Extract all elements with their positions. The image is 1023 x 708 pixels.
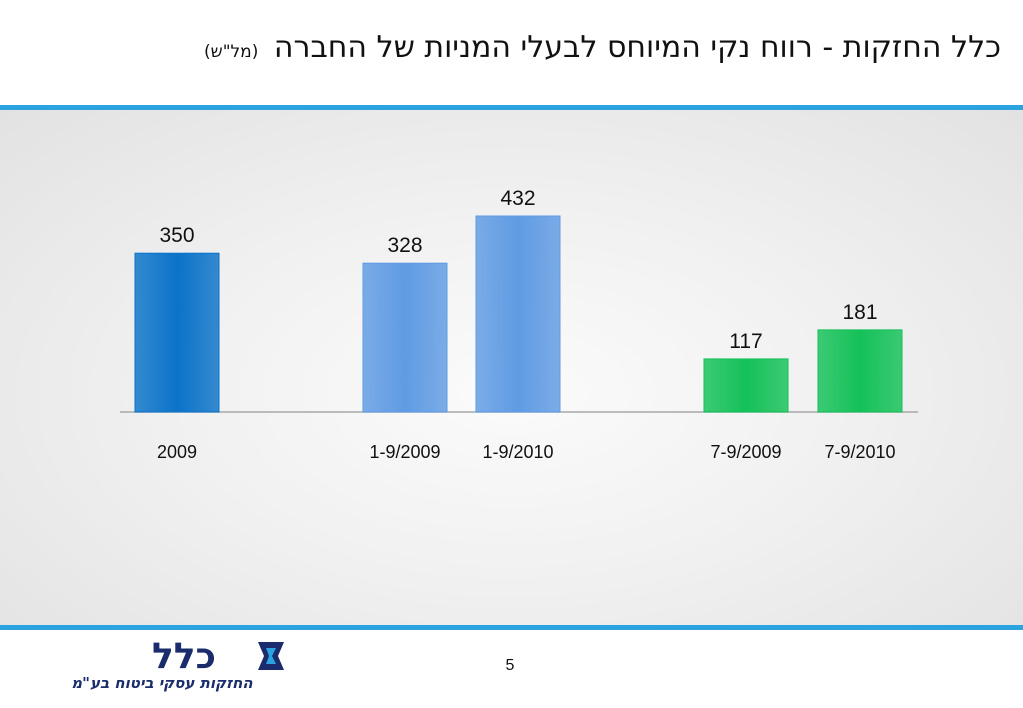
top-accent-rule [0, 105, 1023, 110]
category-label: 1-9/2010 [482, 442, 553, 462]
bar-1-9/2010 [475, 215, 561, 413]
page-title: כלל החזקות - רווח נקי המיוחס לבעלי המניו… [20, 28, 1001, 72]
data-label: 181 [842, 301, 877, 324]
page-number: 5 [505, 657, 515, 674]
category-label: 1-9/2009 [369, 442, 440, 462]
data-label: 350 [159, 224, 194, 247]
title-unit: (מל"ש) [204, 42, 259, 62]
bar-7-9/2010 [817, 329, 903, 413]
category-label: 2009 [157, 442, 197, 462]
data-label: 117 [729, 330, 762, 353]
bottom-accent-rule [0, 625, 1023, 630]
logo-wordmark: כלל [152, 636, 216, 677]
logo-emblem-icon [258, 642, 284, 670]
data-label: 432 [500, 187, 535, 210]
bar-2009 [134, 252, 220, 413]
category-label: 7-9/2010 [824, 442, 895, 462]
logo-tagline: החזקות עסקי ביטוח בע"מ [71, 674, 252, 692]
title-text: כלל החזקות - רווח נקי המיוחס לבעלי המניו… [273, 30, 1001, 65]
bar-7-9/2009 [703, 358, 789, 413]
company-logo: כלל החזקות עסקי ביטוח בע"מ [71, 636, 284, 692]
category-label: 7-9/2009 [710, 442, 781, 462]
bar-1-9/2009 [362, 262, 448, 413]
data-label: 328 [387, 234, 422, 257]
